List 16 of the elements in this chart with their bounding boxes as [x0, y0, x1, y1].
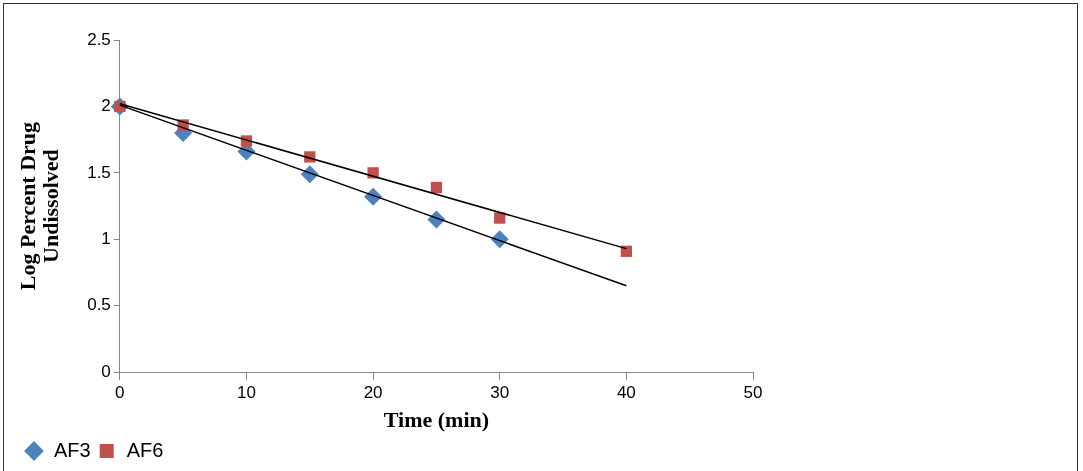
x-tick-label: 10: [237, 383, 256, 403]
legend-label: AF6: [126, 438, 164, 461]
y-tick-label: 0.5: [87, 295, 111, 315]
legend-label: AF3: [54, 438, 91, 461]
x-tick-label: 40: [616, 383, 636, 403]
x-tick-label: 30: [490, 383, 510, 403]
y-axis-title: Log Percent Drug Undissolved: [15, 121, 64, 291]
y-tick-label: 2: [101, 96, 111, 116]
x-axis-title: Time (min): [383, 407, 490, 433]
x-tick-label: 50: [743, 383, 763, 403]
y-tick-label: 2.5: [87, 29, 111, 49]
y-tick-label: 1: [101, 229, 111, 249]
y-tick-label: 1.5: [87, 162, 111, 182]
x-tick-label: 20: [363, 383, 383, 403]
x-tick-label: 0: [115, 383, 125, 403]
y-tick-label: 0: [101, 361, 111, 381]
